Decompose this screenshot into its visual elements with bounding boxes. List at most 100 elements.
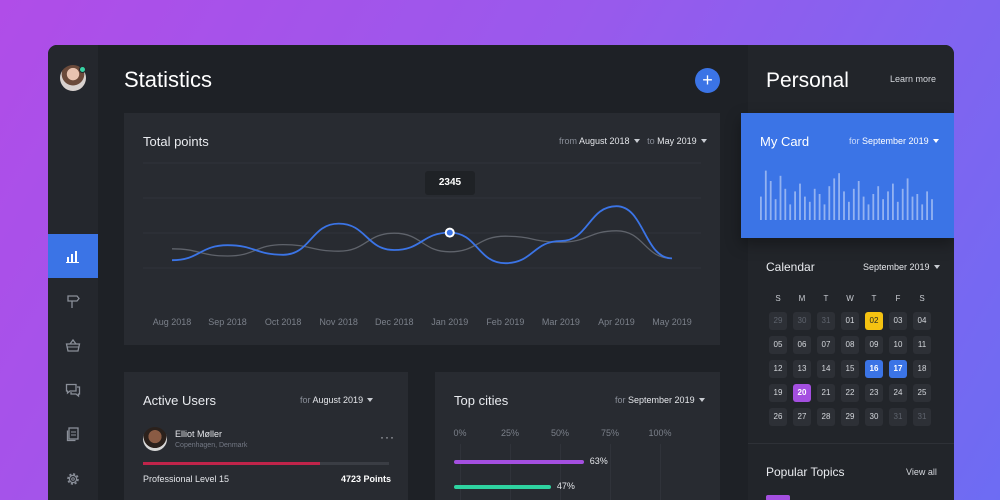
date-range-filter[interactable]: from August 2018 to May 2019: [559, 136, 707, 146]
highlight-point-core: [446, 229, 453, 236]
nav-item-messages[interactable]: [48, 368, 98, 412]
calendar-day[interactable]: 01: [841, 312, 859, 330]
card-bar: [926, 191, 928, 220]
chevron-down-icon: [698, 397, 705, 402]
calendar-day[interactable]: 15: [841, 360, 859, 378]
topic-chip[interactable]: [766, 495, 790, 500]
calendar-day[interactable]: 30: [793, 312, 811, 330]
main-content: Statistics + Total points from August 20…: [98, 45, 748, 500]
calendar-day[interactable]: 23: [865, 384, 883, 402]
add-button[interactable]: +: [695, 68, 720, 93]
card-bar: [852, 188, 855, 220]
nav-item-settings[interactable]: [48, 457, 98, 500]
user-avatar[interactable]: [143, 427, 167, 451]
weekday-label: W: [846, 294, 854, 303]
my-card: My Card for September 2019: [741, 113, 954, 238]
card-bar: [848, 201, 850, 220]
for-value[interactable]: August 2019: [312, 395, 364, 405]
nav-item-statistics[interactable]: [48, 234, 98, 278]
calendar-day[interactable]: 31: [817, 312, 835, 330]
for-value[interactable]: September 2019: [628, 395, 695, 405]
city-bar[interactable]: [454, 460, 584, 464]
calendar-day[interactable]: 16: [865, 360, 883, 378]
card-bar: [813, 188, 816, 220]
to-value[interactable]: May 2019: [657, 136, 697, 146]
card-bar: [818, 194, 821, 220]
calendar-day[interactable]: 18: [913, 360, 931, 378]
calendar-day[interactable]: 21: [817, 384, 835, 402]
calendar-day[interactable]: 31: [913, 408, 931, 426]
calendar-month[interactable]: September 2019: [863, 262, 930, 272]
calendar-day[interactable]: 04: [913, 312, 931, 330]
learn-more-link[interactable]: Learn more: [890, 74, 937, 84]
calendar-day[interactable]: 29: [769, 312, 787, 330]
total-points-card: Total points from August 2018 to May 201…: [124, 113, 720, 345]
calendar-month-select[interactable]: September 2019: [863, 262, 940, 272]
nav-item-basket[interactable]: [48, 324, 98, 368]
month-filter[interactable]: for September 2019: [849, 136, 939, 146]
from-value[interactable]: August 2018: [579, 136, 630, 146]
card-bar: [872, 194, 875, 220]
calendar-day[interactable]: 20: [793, 384, 811, 402]
calendar-day[interactable]: 17: [889, 360, 907, 378]
city-bar[interactable]: [454, 485, 551, 489]
calendar-day[interactable]: 05: [769, 336, 787, 354]
calendar-day[interactable]: 24: [889, 384, 907, 402]
calendar-day[interactable]: 12: [769, 360, 787, 378]
card-bar: [887, 191, 889, 220]
chevron-down-icon: [367, 397, 374, 402]
calendar-day[interactable]: 22: [841, 384, 859, 402]
month-filter[interactable]: for September 2019: [615, 395, 705, 405]
user-progress-fill: [143, 462, 321, 465]
percent-tick-label: 50%: [550, 428, 570, 438]
calendar-title: Calendar: [766, 260, 815, 274]
card-bar: [892, 183, 894, 220]
nav-item-signpost[interactable]: [48, 279, 98, 323]
grid-line: [660, 444, 661, 500]
for-label: for: [300, 395, 311, 405]
x-tick-label: Dec 2018: [374, 317, 414, 327]
calendar-day[interactable]: 09: [865, 336, 883, 354]
card-bar: [862, 196, 865, 220]
section-title: Popular Topics: [766, 465, 845, 479]
calendar-day[interactable]: 08: [841, 336, 859, 354]
calendar-day[interactable]: 10: [889, 336, 907, 354]
chevron-down-icon: [932, 138, 939, 143]
city-bar-label: 47%: [556, 481, 575, 491]
card-bar: [799, 183, 801, 220]
card-bar: [760, 196, 762, 220]
card-bar: [823, 204, 826, 220]
calendar-day[interactable]: 14: [817, 360, 835, 378]
panel-title: Personal: [766, 69, 849, 92]
nav-item-documents[interactable]: [48, 412, 98, 456]
chart-tooltip: 2345: [425, 171, 475, 195]
calendar-day[interactable]: 26: [769, 408, 787, 426]
calendar-day[interactable]: 13: [793, 360, 811, 378]
calendar-day[interactable]: 30: [865, 408, 883, 426]
for-value[interactable]: September 2019: [862, 136, 929, 146]
card-bar: [896, 201, 899, 220]
calendar-day[interactable]: 02: [865, 312, 883, 330]
card-bar: [882, 199, 884, 220]
dashboard-window: Statistics + Total points from August 20…: [48, 45, 954, 500]
weekday-label: S: [919, 294, 925, 303]
calendar-day[interactable]: 27: [793, 408, 811, 426]
x-tick-label: Jan 2019: [431, 317, 469, 327]
calendar-day[interactable]: 25: [913, 384, 931, 402]
calendar-day[interactable]: 31: [889, 408, 907, 426]
calendar-day[interactable]: 11: [913, 336, 931, 354]
user-progress-bar: [143, 462, 389, 465]
calendar-day[interactable]: 19: [769, 384, 787, 402]
chevron-down-icon: [700, 138, 707, 143]
month-filter[interactable]: for August 2019: [300, 395, 374, 405]
user-name: Elliot Møller: [175, 429, 223, 439]
calendar-day[interactable]: 06: [793, 336, 811, 354]
calendar-day[interactable]: 03: [889, 312, 907, 330]
calendar-day[interactable]: 29: [841, 408, 859, 426]
calendar-day[interactable]: 28: [817, 408, 835, 426]
view-all-link[interactable]: View all: [906, 467, 937, 477]
calendar-day[interactable]: 07: [817, 336, 835, 354]
more-options-button[interactable]: ···: [380, 430, 395, 444]
documents-icon: [66, 427, 79, 442]
weekday-label: T: [823, 294, 829, 303]
